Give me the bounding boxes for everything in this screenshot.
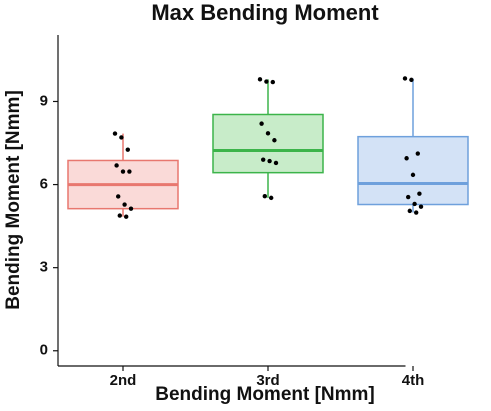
data-point: [125, 147, 130, 152]
x-tick-label: 2nd: [110, 372, 137, 389]
data-point: [116, 194, 121, 199]
data-point: [410, 172, 416, 178]
y-axis-label: Bending Moment [Nmm]: [3, 90, 24, 310]
y-tick-label: 0: [40, 342, 48, 359]
data-point: [261, 157, 266, 162]
data-point: [119, 135, 124, 140]
box: [357, 135, 469, 206]
data-point: [414, 210, 419, 215]
data-point: [270, 79, 275, 85]
data-point: [406, 194, 411, 200]
data-point: [128, 206, 134, 211]
data-point: [122, 202, 127, 207]
data-point: [120, 169, 126, 174]
data-point: [412, 201, 417, 207]
data-point: [418, 204, 424, 209]
data-point: [273, 160, 279, 166]
x-axis-label: Bending Moment [Nmm]: [155, 384, 375, 405]
data-point: [262, 194, 267, 199]
data-point: [267, 158, 272, 164]
data-point: [407, 208, 412, 214]
y-tick-label: 3: [40, 259, 48, 276]
x-tick-label: 4th: [402, 372, 425, 389]
y-tick-label: 6: [40, 176, 48, 193]
data-point: [259, 121, 264, 126]
data-point: [257, 77, 263, 82]
data-point: [409, 77, 414, 83]
data-point: [404, 156, 409, 161]
data-point: [112, 131, 118, 136]
data-point: [417, 191, 422, 196]
chart-title: Max Bending Moment: [151, 0, 379, 25]
data-point: [402, 76, 408, 81]
data-point: [415, 151, 420, 156]
data-point: [264, 79, 269, 84]
data-point: [124, 214, 129, 219]
y-tick-label: 9: [40, 92, 48, 109]
data-point: [127, 169, 132, 174]
data-point: [114, 163, 119, 168]
data-point: [269, 195, 274, 201]
box: [212, 113, 324, 174]
data-point: [265, 131, 271, 136]
x-tick-label: 3rd: [256, 372, 279, 389]
data-point: [272, 138, 277, 143]
data-point: [117, 213, 123, 218]
